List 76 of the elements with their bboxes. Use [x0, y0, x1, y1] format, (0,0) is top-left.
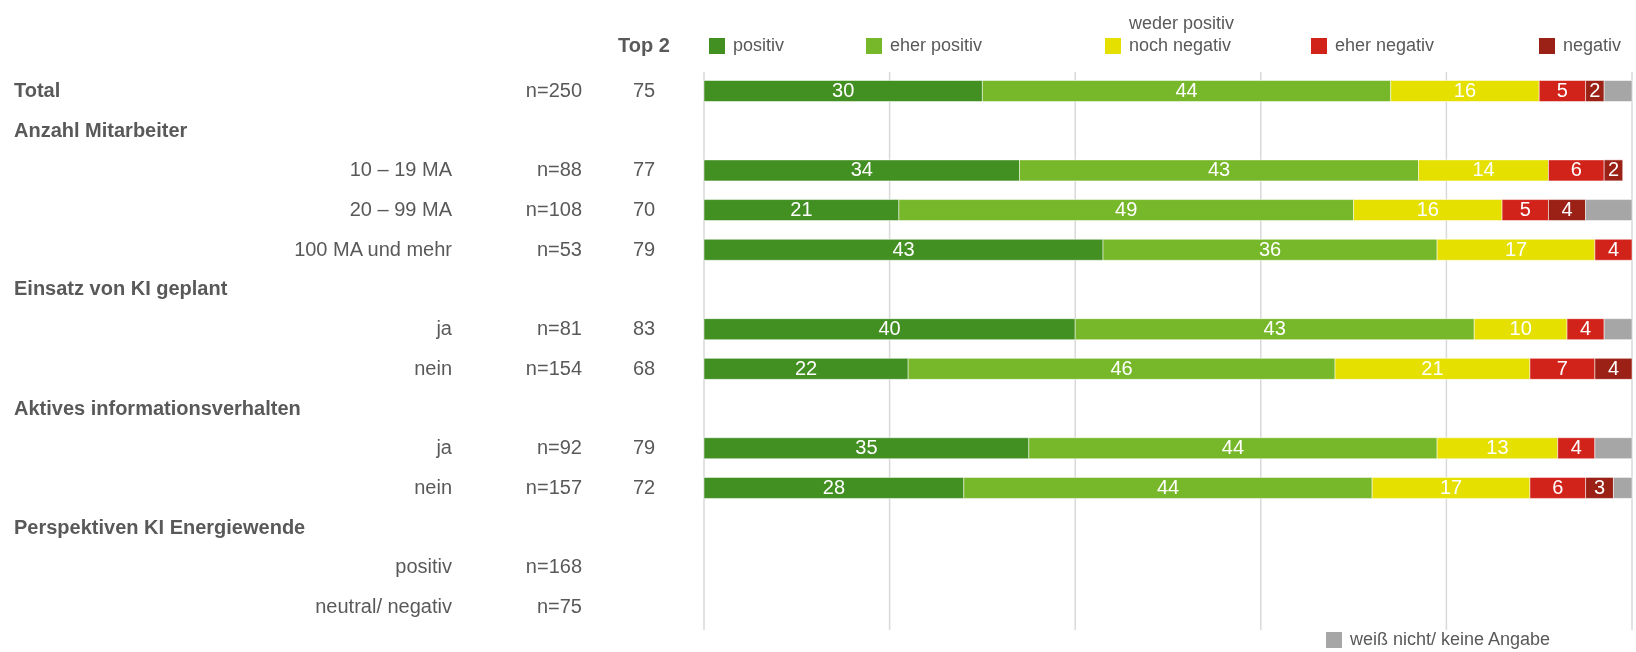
data-label: 30	[832, 79, 855, 101]
data-label: 21	[1421, 356, 1444, 379]
data-label: 43	[1207, 158, 1231, 181]
text: 77	[632, 158, 656, 181]
data-label: 35	[855, 436, 878, 459]
text: n=250	[525, 79, 582, 101]
text: n=75	[536, 595, 582, 617]
y-tick-label: 10 – 19 MA	[349, 158, 453, 181]
data-label: 4	[1570, 436, 1582, 459]
text: Anzahl Mitarbeiter	[14, 118, 188, 141]
data-label: 28	[822, 475, 846, 498]
data-label: 4	[1580, 317, 1592, 340]
y-tick-label: positiv	[395, 555, 452, 578]
data-label: 16	[1416, 198, 1439, 221]
y-tick-label: nein	[414, 475, 452, 498]
text: Aktives informationsverhalten	[14, 396, 301, 419]
data-label: 10	[1509, 317, 1532, 340]
data-label: 40	[878, 317, 901, 340]
text: Perspektiven KI Energiewende	[14, 515, 306, 538]
data-label: 14	[1472, 158, 1495, 181]
text: 70	[632, 198, 656, 221]
text: 75	[632, 79, 656, 101]
data-label: 4	[1561, 198, 1573, 221]
legend-label: eher positiv	[890, 35, 983, 55]
text: 83	[632, 317, 656, 340]
data-label: 44	[1221, 436, 1245, 459]
data-label: 6	[1552, 475, 1564, 498]
text: Total	[14, 79, 61, 101]
data-label: 49	[1115, 198, 1138, 221]
data-label: 17	[1439, 475, 1463, 498]
data-label: 44	[1156, 475, 1180, 498]
data-label: 43	[892, 237, 915, 260]
data-label: 43	[1263, 317, 1286, 340]
legend-label: negativ	[1563, 35, 1622, 55]
y-tick-label: nein	[414, 356, 452, 379]
data-label: 22	[794, 356, 818, 379]
legend-label: weder positiv noch negativ	[1128, 13, 1235, 55]
text: n=154	[525, 356, 582, 379]
text: n=88	[536, 158, 582, 181]
data-label: 3	[1593, 475, 1606, 498]
legend-label: eher negativ	[1335, 35, 1435, 55]
data-label: 34	[850, 158, 873, 181]
data-label: 2	[1607, 158, 1619, 181]
data-label: 7	[1556, 356, 1568, 379]
text: 68	[632, 356, 656, 379]
text: Einsatz von KI geplant	[14, 277, 228, 300]
text: 79	[632, 237, 656, 260]
data-label: 36	[1258, 237, 1282, 260]
text: n=157	[525, 475, 582, 498]
data-label: 17	[1504, 237, 1528, 260]
data-label: 6	[1570, 158, 1582, 181]
text: n=81	[536, 317, 582, 340]
y-tick-label: 100 MA und mehr	[294, 237, 453, 260]
text: n=108	[525, 198, 582, 221]
data-label: 44	[1175, 79, 1198, 101]
data-label: 16	[1453, 79, 1477, 101]
data-label: 46	[1110, 356, 1133, 379]
legend-label: weiß nicht/ keine Angabe	[1349, 629, 1551, 649]
text: n=92	[536, 436, 582, 459]
data-label: 5	[1519, 198, 1531, 221]
data-label: 5	[1556, 79, 1568, 101]
data-label: 4	[1607, 237, 1619, 260]
y-tick-label: ja	[435, 317, 453, 340]
text: 79	[632, 436, 656, 459]
text: Top 2	[618, 34, 670, 56]
y-tick-label: 20 – 99 MA	[349, 198, 453, 221]
legend-label: positiv	[733, 35, 785, 55]
data-label: 4	[1607, 356, 1619, 379]
text: n=168	[525, 555, 582, 578]
data-label: 21	[790, 198, 813, 221]
data-label: 13	[1486, 436, 1509, 459]
data-label: 2	[1589, 79, 1601, 101]
y-tick-label: ja	[435, 436, 453, 459]
text: n=53	[536, 237, 582, 260]
y-tick-label: neutral/ negativ	[315, 595, 452, 617]
text: 72	[632, 475, 656, 498]
